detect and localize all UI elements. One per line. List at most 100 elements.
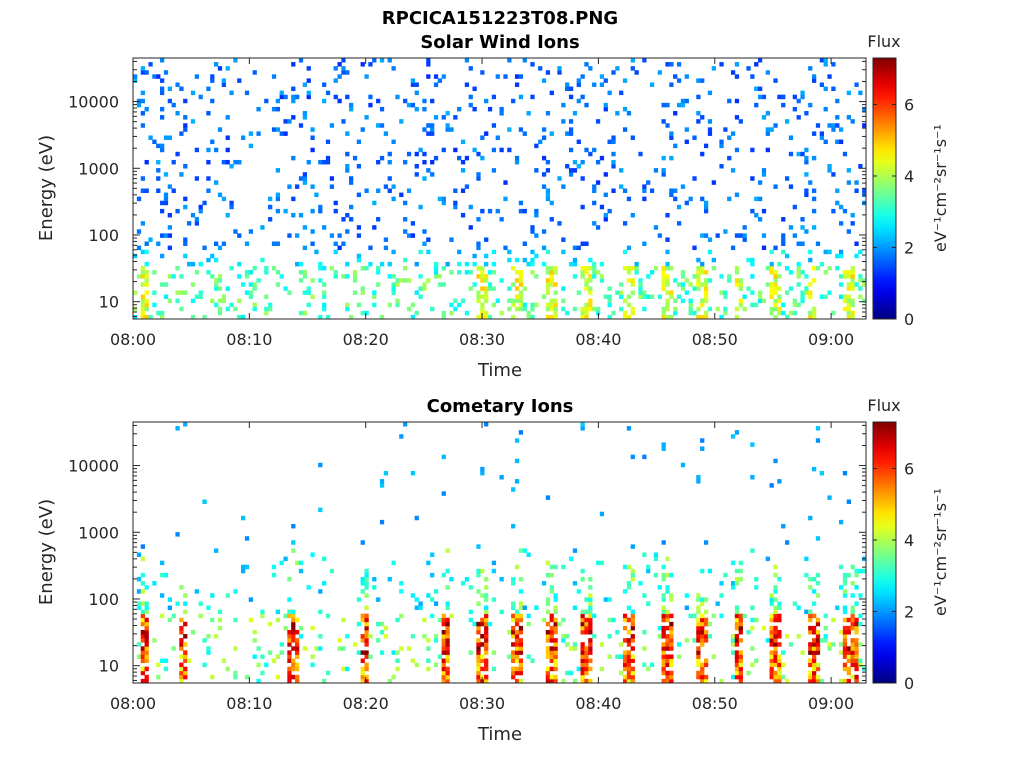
heatmap-cell	[781, 662, 786, 668]
heatmap-cell	[646, 274, 651, 279]
heatmap-cell	[700, 78, 705, 83]
heatmap-cell	[511, 298, 516, 304]
heatmap-cell	[827, 290, 832, 295]
heatmap-cell	[750, 176, 755, 181]
heatmap-cell	[325, 670, 331, 676]
heatmap-cell	[449, 613, 454, 619]
heatmap-cell	[368, 245, 373, 251]
heatmap-cell	[414, 662, 419, 668]
heatmap-cell	[545, 302, 551, 308]
x-tick-label: 08:10	[226, 330, 272, 349]
heatmap-cell	[734, 576, 740, 582]
heatmap-cell	[418, 601, 423, 606]
heatmap-cell	[584, 265, 589, 271]
heatmap-cell	[410, 233, 416, 238]
heatmap-cell	[291, 94, 296, 100]
heatmap-cell	[626, 670, 632, 676]
heatmap-cell	[738, 233, 743, 238]
heatmap-cell	[140, 294, 145, 300]
heatmap-cell	[376, 123, 381, 128]
heatmap-cell	[622, 613, 628, 619]
heatmap-cell	[800, 151, 805, 157]
heatmap-cell	[545, 192, 551, 198]
heatmap-cell	[549, 200, 554, 206]
heatmap-cell	[561, 306, 566, 312]
heatmap-cell	[784, 290, 790, 295]
heatmap-cell	[592, 200, 597, 206]
heatmap-cell	[279, 650, 284, 655]
heatmap-cell	[858, 294, 863, 300]
heatmap-cell	[838, 629, 844, 635]
heatmap-cell	[854, 650, 859, 655]
heatmap-cell	[819, 294, 824, 300]
heatmap-cell	[295, 674, 300, 680]
heatmap-cell	[700, 666, 705, 672]
heatmap-cell	[626, 196, 632, 202]
heatmap-cell	[854, 180, 859, 185]
heatmap-cell	[769, 662, 774, 668]
heatmap-cell	[530, 225, 535, 230]
heatmap-cell	[719, 613, 724, 619]
heatmap-cell	[811, 658, 817, 664]
heatmap-cell	[426, 74, 431, 79]
heatmap-cell	[684, 127, 689, 132]
heatmap-cell	[441, 642, 446, 647]
heatmap-cell	[811, 646, 817, 651]
heatmap-cell	[476, 544, 481, 549]
heatmap-cell	[430, 172, 435, 177]
heatmap-cell	[140, 302, 145, 308]
heatmap-cell	[777, 294, 782, 300]
heatmap-cell	[572, 581, 578, 586]
heatmap-cell	[522, 302, 527, 308]
heatmap-cell	[364, 605, 369, 610]
heatmap-cell	[156, 241, 161, 246]
heatmap-cell	[549, 265, 554, 271]
heatmap-cell	[626, 585, 632, 590]
heatmap-cell	[580, 314, 585, 320]
heatmap-cell	[700, 642, 705, 647]
heatmap-cell	[680, 270, 686, 275]
heatmap-cell	[808, 180, 813, 185]
heatmap-cell	[217, 192, 223, 198]
heatmap-cell	[295, 94, 300, 100]
heatmap-cell	[584, 658, 589, 664]
heatmap-cell	[846, 180, 851, 185]
heatmap-cell	[387, 58, 392, 63]
heatmap-cell	[611, 310, 616, 316]
heatmap-cell	[306, 66, 311, 71]
colorbar-label: eV⁻¹cm⁻²sr⁻¹s⁻¹	[931, 488, 950, 616]
heatmap-cell	[314, 249, 319, 255]
heatmap-cell	[703, 658, 709, 664]
heatmap-cell	[206, 634, 211, 639]
heatmap-cell	[538, 66, 543, 71]
heatmap-cell	[842, 208, 848, 214]
heatmap-cell	[611, 135, 616, 140]
heatmap-cell	[464, 82, 470, 87]
x-axis: 08:00 08:10 08:20 08:30 08:40 08:50 09:00	[110, 58, 854, 349]
heatmap-cell	[615, 66, 620, 71]
heatmap-cell	[229, 200, 234, 206]
heatmap-cell	[676, 78, 682, 83]
heatmap-cell	[183, 650, 188, 655]
heatmap-cell	[345, 274, 350, 279]
heatmap-cell	[414, 90, 419, 96]
heatmap-cell	[484, 609, 489, 615]
heatmap-cell	[703, 662, 709, 668]
heatmap-cell	[572, 646, 578, 651]
heatmap-cell	[696, 94, 701, 100]
heatmap-cell	[838, 678, 844, 684]
heatmap-cell	[480, 666, 485, 672]
heatmap-cell	[457, 270, 462, 275]
heatmap-cell	[287, 674, 292, 680]
heatmap-cell	[372, 58, 377, 63]
heatmap-cell	[499, 475, 504, 480]
heatmap-cell	[750, 442, 755, 447]
colorbar-tick-label: 0	[904, 674, 914, 693]
heatmap-cell	[140, 274, 145, 279]
heatmap-cell	[156, 176, 161, 181]
heatmap-cell	[703, 278, 709, 283]
heatmap-cell	[287, 576, 292, 582]
heatmap-cell	[136, 196, 142, 202]
heatmap-cell	[684, 638, 689, 643]
heatmap-cell	[730, 245, 736, 251]
